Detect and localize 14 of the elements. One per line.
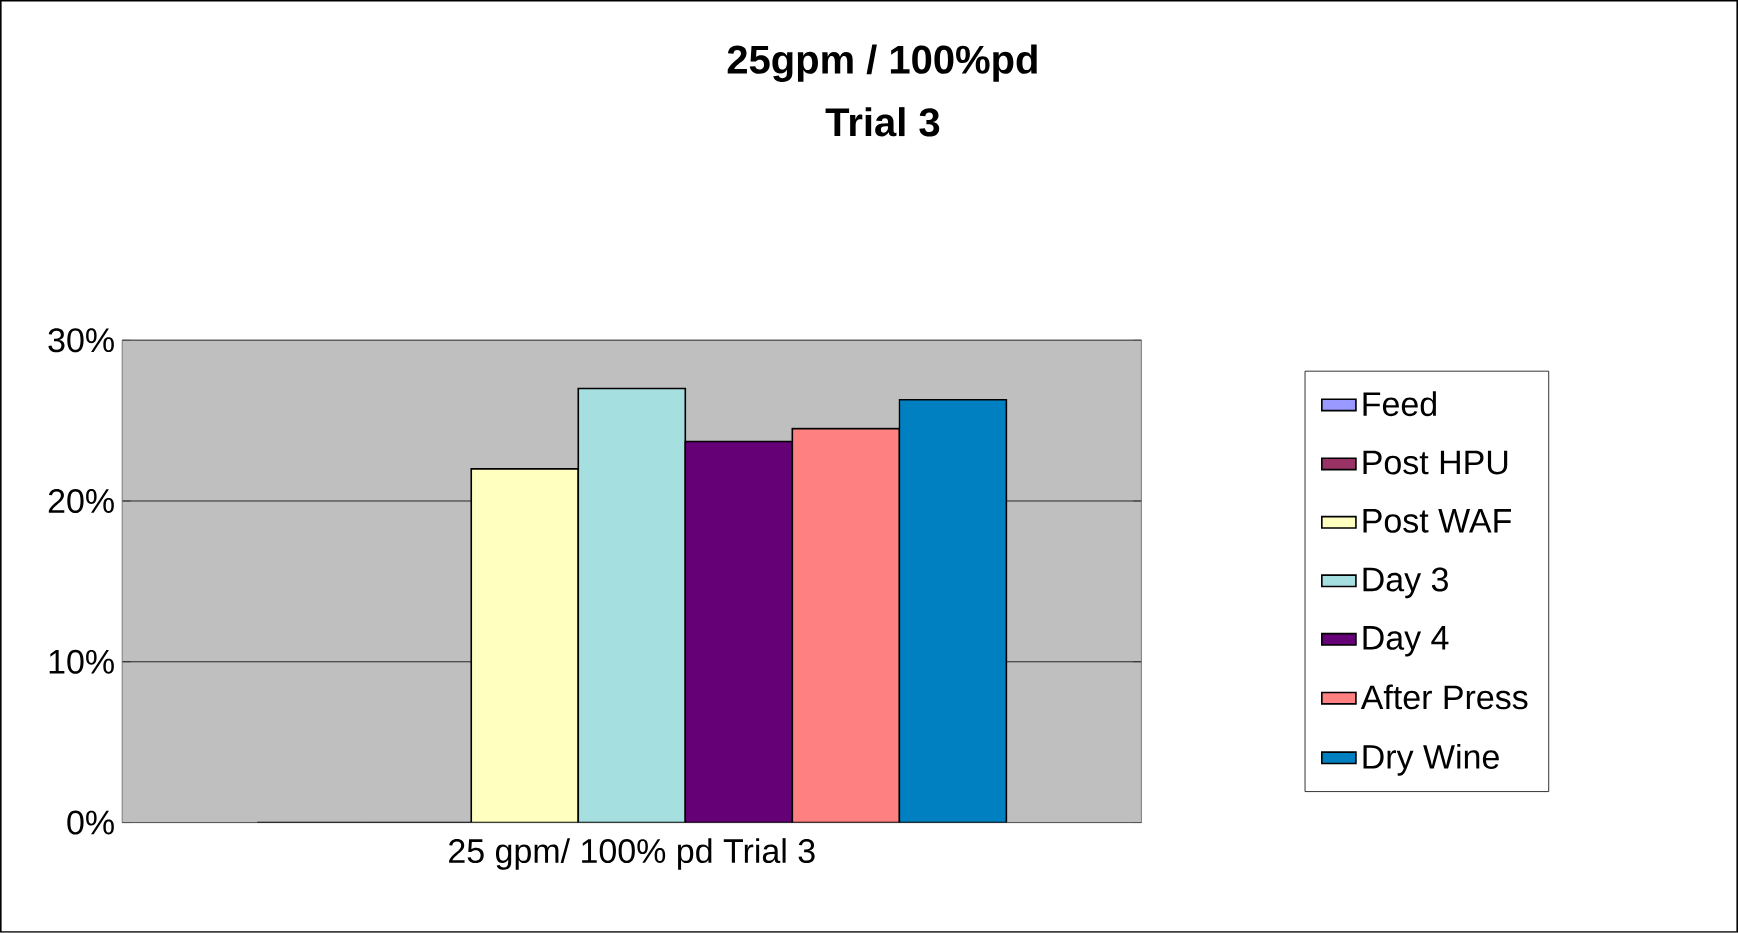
- legend-label: After Press: [1360, 684, 1528, 710]
- y-tick-label: 30%: [48, 328, 114, 353]
- chart-subtitle: Trial 3: [825, 107, 940, 137]
- y-tick-label: 10%: [49, 649, 114, 674]
- legend-label: Day 3: [1363, 567, 1448, 599]
- legend-label: Post HPU: [1363, 450, 1508, 475]
- chart-title: 25gpm / 100%pd: [727, 44, 1037, 83]
- legend-label: Feed: [1363, 391, 1436, 417]
- y-tick-label: 0%: [67, 810, 114, 835]
- x-tick-label: 25 gpm/ 100% pd Trial 3: [449, 838, 815, 870]
- legend-label: Day 4: [1363, 626, 1449, 657]
- legend-label: Dry Wine: [1363, 744, 1499, 776]
- y-tick-label: 20%: [48, 489, 114, 514]
- legend-label: Post WAF: [1363, 509, 1512, 533]
